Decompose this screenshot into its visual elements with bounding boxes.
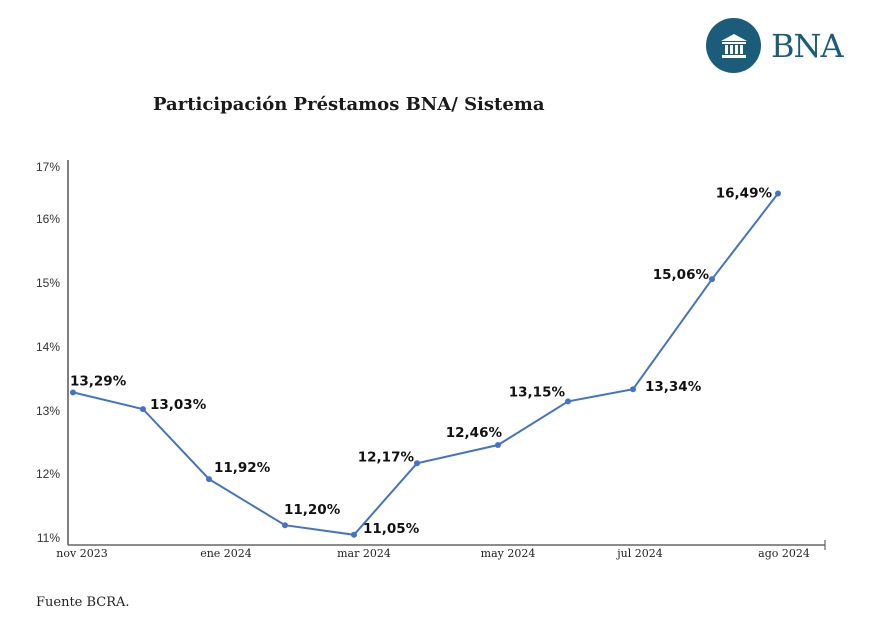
x-tick-label: mar 2024 [337, 547, 391, 560]
data-point [565, 398, 571, 405]
data-point [70, 389, 76, 396]
data-label: 13,29% [70, 373, 127, 389]
data-label: 12,46% [446, 425, 503, 441]
y-tick-label: 11% [37, 531, 60, 545]
chart-title: Participación Préstamos BNA/ Sistema [153, 94, 545, 115]
x-tick-label: may 2024 [481, 547, 536, 560]
y-tick-label: 15% [36, 276, 60, 290]
data-label: 13,15% [509, 384, 566, 400]
x-tick-label: jul 2024 [615, 547, 663, 560]
source-note: Fuente BCRA. [36, 595, 130, 610]
series-line [72, 192, 779, 536]
y-tick-label: 13% [36, 404, 60, 418]
data-point [140, 406, 146, 413]
data-label: 13,03% [150, 397, 207, 413]
bna-logo: BNA [706, 18, 844, 73]
data-point [282, 522, 288, 529]
data-point [351, 531, 357, 538]
data-label: 13,34% [645, 379, 702, 395]
brand-name: BNA [771, 26, 844, 65]
data-point [414, 460, 420, 467]
data-label: 12,17% [358, 449, 415, 465]
data-label: 11,05% [363, 521, 420, 537]
data-label: 11,20% [284, 502, 341, 518]
x-tick-label: ago 2024 [758, 547, 810, 560]
data-point [495, 442, 501, 449]
data-label: 11,92% [214, 460, 271, 476]
data-label: 16,49% [716, 186, 773, 202]
bank-building-icon [706, 18, 761, 73]
y-tick-label: 17% [36, 160, 60, 174]
data-point [630, 386, 636, 393]
y-tick-label: 12% [36, 467, 60, 481]
y-tick-label: 14% [36, 340, 60, 354]
data-point [775, 190, 781, 197]
data-label: 15,06% [653, 267, 710, 283]
x-tick-label: nov 2023 [56, 547, 107, 560]
x-tick-label: ene 2024 [200, 547, 252, 560]
y-tick-label: 16% [36, 212, 60, 226]
data-point [206, 476, 212, 483]
data-point [709, 276, 715, 283]
